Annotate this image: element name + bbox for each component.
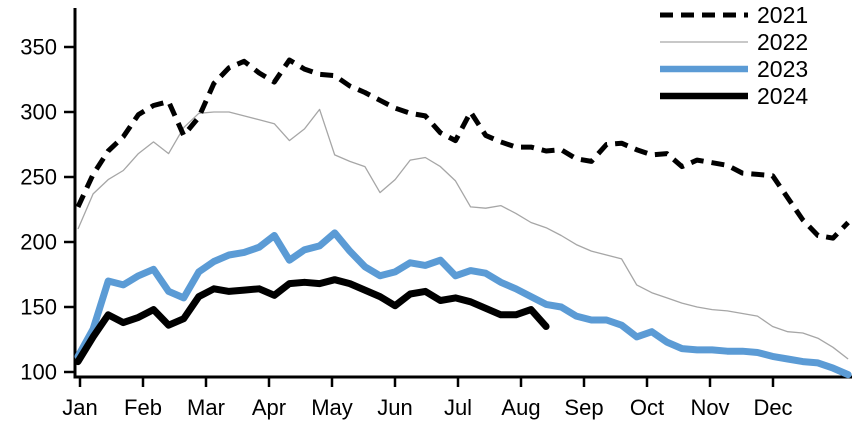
y-tick-label: 100 xyxy=(20,360,57,385)
y-tick-label: 250 xyxy=(20,165,57,190)
x-tick-label: Feb xyxy=(124,395,162,420)
plot-series xyxy=(74,57,852,379)
series-2021-line xyxy=(75,57,850,241)
y-tick-label: 350 xyxy=(20,35,57,60)
x-tick-label: Mar xyxy=(187,395,225,420)
x-tick-label: Nov xyxy=(690,395,729,420)
y-tick-label: 300 xyxy=(20,100,57,125)
x-tick-label: May xyxy=(311,395,353,420)
x-tick-label: Jul xyxy=(444,395,472,420)
x-tick-label: Dec xyxy=(753,395,792,420)
series-2022-line xyxy=(77,108,849,360)
x-tick-label: Oct xyxy=(630,395,664,420)
series-2024-line xyxy=(74,276,550,366)
x-tick-label: Jun xyxy=(377,395,412,420)
y-tick-label: 150 xyxy=(20,295,57,320)
series-2023-line xyxy=(74,229,852,379)
x-tick-label: Aug xyxy=(501,395,540,420)
legend-label-2022: 2022 xyxy=(757,29,808,55)
x-tick-label: Jan xyxy=(62,395,97,420)
y-tick-label: 200 xyxy=(20,230,57,255)
legend-label-2023: 2023 xyxy=(757,56,808,82)
legend-label-2024: 2024 xyxy=(757,83,808,109)
legend-label-2021: 2021 xyxy=(757,2,808,28)
x-tick-label: Apr xyxy=(252,395,286,420)
x-tick-label: Sep xyxy=(564,395,603,420)
